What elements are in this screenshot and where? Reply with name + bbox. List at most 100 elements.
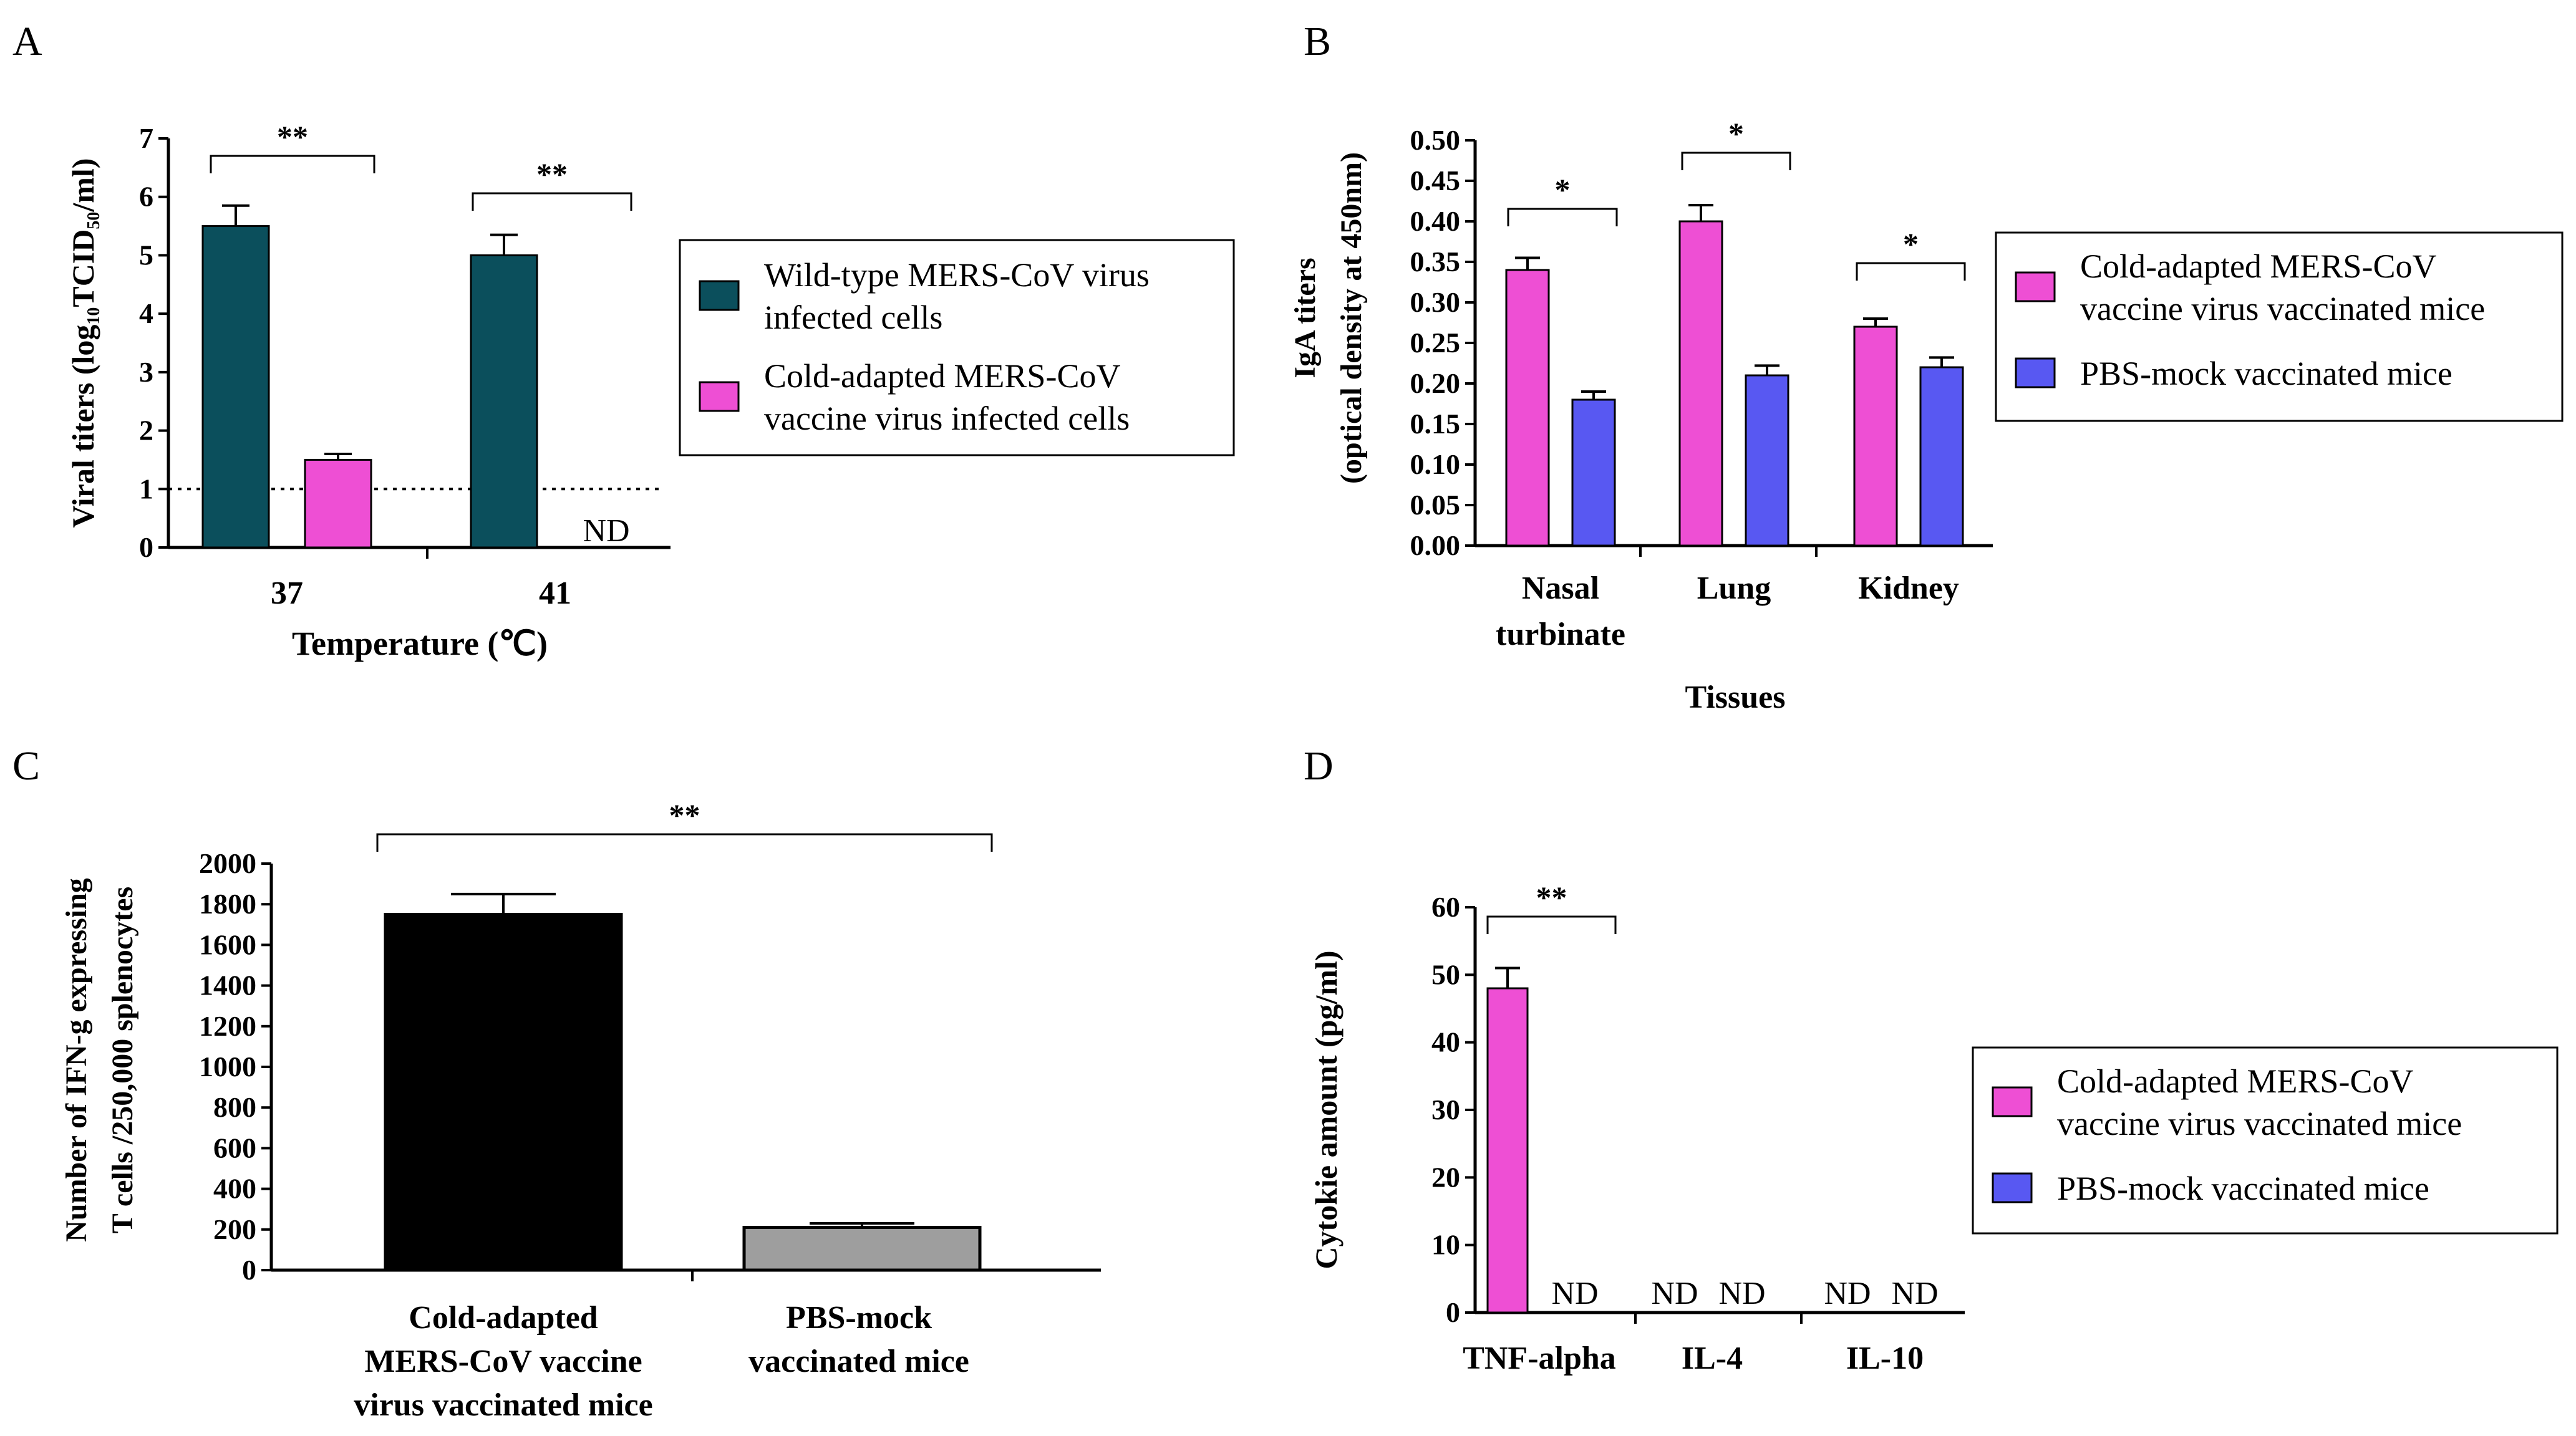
panel-c-y-tick-label: 200 bbox=[213, 1213, 256, 1245]
panel-d-y-tick-label: 40 bbox=[1431, 1026, 1460, 1058]
panel-b-legend-swatch bbox=[2015, 271, 2056, 302]
panel-a-sig-bracket-label: ** bbox=[536, 157, 568, 191]
panel-b-legend-label: PBS-mock vaccinated mice bbox=[2080, 355, 2453, 392]
panel-c-y-tick-label: 1000 bbox=[199, 1051, 256, 1082]
panel-a-y-tick-label: 5 bbox=[139, 239, 153, 271]
panel-b-bar bbox=[1505, 269, 1550, 547]
panel-d-y-tick-label: 50 bbox=[1431, 958, 1460, 990]
panel-c-y-tick-label: 2000 bbox=[199, 847, 256, 879]
panel-c-y-tick-label: 600 bbox=[213, 1132, 256, 1164]
panel-c-y-label: Number of IFN-g expressing bbox=[60, 878, 93, 1242]
panel-c-x-tick-label: Cold-adapted bbox=[409, 1300, 598, 1336]
panel-d-legend-swatch bbox=[1992, 1172, 2033, 1203]
panel-c-y-tick-label: 1200 bbox=[199, 1010, 256, 1042]
panel-d-legend-swatch bbox=[1992, 1086, 2033, 1117]
panel-b-y-tick-label: 0.30 bbox=[1410, 286, 1461, 318]
panel-d-nd-label: ND bbox=[1718, 1276, 1765, 1311]
panel-a-sig-bracket bbox=[210, 155, 375, 173]
panel-b-x-tick-label: Nasal bbox=[1522, 571, 1599, 606]
panel-a-legend-swatch bbox=[699, 381, 740, 412]
panel-a-legend-box bbox=[679, 239, 1235, 456]
panel-c-y-tick-label: 0 bbox=[242, 1254, 256, 1286]
panel-c-sig-bracket-label: ** bbox=[669, 798, 700, 832]
panel-d-x-tick-label: IL-10 bbox=[1846, 1341, 1924, 1376]
panel-d-legend-label: Cold-adapted MERS-CoV bbox=[2057, 1063, 2413, 1100]
panel-c-y-tick-label: 1400 bbox=[199, 970, 256, 1001]
panel-b-y-tick-label: 0.05 bbox=[1410, 489, 1461, 521]
panel-d-y-tick-label: 0 bbox=[1446, 1296, 1460, 1328]
panel-c-x-tick-label: MERS-CoV vaccine bbox=[364, 1344, 642, 1379]
panel-a-legend-label: Wild-type MERS-CoV virus bbox=[764, 256, 1150, 294]
panel-a-legend-label: infected cells bbox=[764, 299, 942, 336]
panel-a-legend-label: Cold-adapted MERS-CoV bbox=[764, 357, 1120, 395]
panel-a-legend-label: vaccine virus infected cells bbox=[764, 400, 1130, 437]
panel-a-nd-label: ND bbox=[583, 513, 629, 549]
panel-a-y-label: Viral titers (log10TCID50/ml) bbox=[65, 158, 104, 528]
panel-b-sig-bracket bbox=[1507, 208, 1618, 226]
panel-b-bar bbox=[1919, 366, 1964, 547]
panel-a-y-tick-label: 4 bbox=[139, 297, 153, 329]
panel-c-sig-bracket bbox=[376, 833, 993, 852]
panel-d-y-tick-label: 60 bbox=[1431, 891, 1460, 923]
panel-a-x-tick-label: 41 bbox=[539, 576, 571, 611]
panel-b-bar bbox=[1571, 398, 1616, 547]
panel-d-letter: D bbox=[1304, 743, 1334, 789]
panel-d-chart: 0 10 20 30 40 50 60 ND TNF-alpha ND ND IL-4 ND ND IL-1… bbox=[1309, 880, 2559, 1376]
panel-d-legend-label: vaccine virus vaccinated mice bbox=[2057, 1105, 2462, 1142]
panel-b-legend-swatch bbox=[2015, 357, 2056, 388]
panel-c-letter: C bbox=[12, 743, 40, 789]
panel-d-y-tick-label: 30 bbox=[1431, 1094, 1460, 1125]
panel-d-sig-bracket-label: ** bbox=[1536, 880, 1567, 915]
panel-a-chart: 0 1 2 3 4 5 6 7 37 ND 41 ** ** Temperature (℃) Viral t… bbox=[65, 119, 1235, 662]
panel-d-y-tick-label: 10 bbox=[1431, 1229, 1460, 1261]
panel-c-y-tick-label: 400 bbox=[213, 1173, 256, 1205]
panel-b-y-tick-label: 0.10 bbox=[1410, 448, 1461, 480]
panel-a-x-tick-label: 37 bbox=[271, 576, 303, 611]
panel-b-bar bbox=[1853, 325, 1898, 547]
panel-b-x-label: Tissues bbox=[1685, 680, 1786, 715]
panel-a-y-tick-label: 2 bbox=[139, 415, 153, 446]
panel-b-y-tick-label: 0.50 bbox=[1410, 124, 1461, 156]
panel-b-y-label: IgA titers bbox=[1289, 258, 1322, 378]
panel-a-bar bbox=[470, 254, 538, 549]
panel-a-y-tick-label: 1 bbox=[139, 473, 153, 504]
panel-b-y-label: (optical density at 450nm) bbox=[1335, 152, 1368, 484]
panel-b-legend-label: Cold-adapted MERS-CoV bbox=[2080, 248, 2436, 285]
panel-a-letter: A bbox=[12, 19, 42, 64]
panel-b-sig-bracket-label: * bbox=[1728, 116, 1744, 151]
panel-d-nd-label: ND bbox=[1891, 1276, 1938, 1311]
panel-a-x-label: Temperature (℃) bbox=[292, 625, 548, 662]
panel-d-legend-box bbox=[1972, 1046, 2559, 1235]
panel-b-chart: 0.00 0.05 0.10 0.15 0.20 0.25 0.30 0.35 0.40 0.45… bbox=[1289, 116, 2564, 715]
panel-c-chart: 0 200 400 600 800 1000 1200 1400 1600 1800 2000 Col… bbox=[60, 798, 1101, 1423]
panel-b-sig-bracket bbox=[1681, 152, 1791, 170]
panel-b-y-tick-label: 0.15 bbox=[1410, 408, 1461, 440]
panel-c-bar bbox=[742, 1226, 982, 1272]
panel-c-bar bbox=[384, 913, 623, 1272]
panel-c-y-tick-label: 1800 bbox=[199, 888, 256, 920]
panel-b-legend-label: vaccine virus vaccinated mice bbox=[2080, 290, 2485, 327]
panel-a-sig-bracket bbox=[472, 192, 632, 211]
panel-d-x-tick-label: TNF-alpha bbox=[1463, 1341, 1616, 1376]
panel-a-bar bbox=[201, 225, 270, 549]
panel-a-sig-bracket-label: ** bbox=[277, 119, 308, 154]
panel-a-legend-swatch bbox=[699, 280, 740, 311]
panel-b-sig-bracket-label: * bbox=[1903, 226, 1919, 261]
panel-a-y-tick-label: 0 bbox=[139, 531, 153, 563]
panel-a-y-tick-label: 3 bbox=[139, 356, 153, 388]
panel-c-x-tick-label: PBS-mock bbox=[786, 1300, 932, 1336]
panel-b-y-tick-label: 0.20 bbox=[1410, 367, 1461, 399]
panel-b-letter: B bbox=[1304, 19, 1331, 64]
panel-c-x-tick-label: virus vaccinated mice bbox=[354, 1387, 652, 1423]
panel-c-y-tick-label: 800 bbox=[213, 1091, 256, 1123]
panel-c-y-label: T cells /250,000 splenocytes bbox=[106, 887, 139, 1233]
panel-b-y-tick-label: 0.25 bbox=[1410, 327, 1461, 359]
panel-d-y-tick-label: 20 bbox=[1431, 1161, 1460, 1193]
panel-b-y-tick-label: 0.35 bbox=[1410, 246, 1461, 277]
panel-b-legend-box bbox=[1995, 231, 2564, 422]
panel-b-bar bbox=[1745, 374, 1789, 547]
panel-a-y-tick-label: 7 bbox=[139, 122, 153, 154]
panel-d-sig-bracket bbox=[1486, 915, 1617, 934]
panel-c-x-tick-label: vaccinated mice bbox=[748, 1344, 969, 1379]
panel-d-nd-label: ND bbox=[1824, 1276, 1871, 1311]
